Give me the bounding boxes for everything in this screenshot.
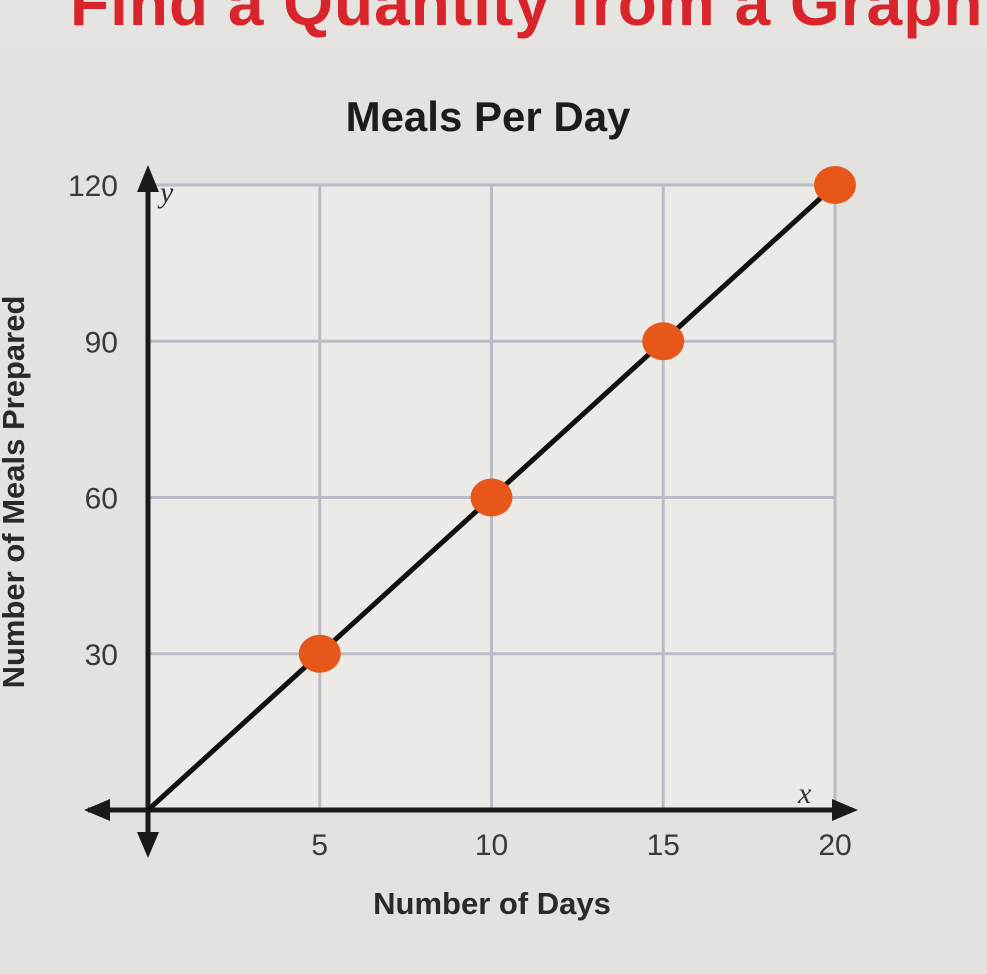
x-tick-label: 5 bbox=[311, 829, 328, 862]
axes bbox=[84, 165, 858, 858]
y-tick-label: 90 bbox=[85, 326, 118, 359]
x-tick-label: 10 bbox=[475, 829, 508, 862]
series bbox=[146, 166, 856, 812]
header-strip: Find a Quantity from a Graph bbox=[0, 0, 987, 42]
x-variable-label: x bbox=[797, 777, 812, 810]
tick-labels: 5 10 15 20 30 60 90 120 bbox=[68, 170, 852, 862]
y-tick-label: 60 bbox=[85, 483, 118, 516]
y-variable-label: y bbox=[157, 176, 174, 209]
y-tick-label: 120 bbox=[68, 170, 118, 203]
x-axis-arrow-left bbox=[84, 799, 110, 821]
data-point bbox=[642, 322, 685, 361]
data-point bbox=[470, 478, 513, 517]
x-tick-label: 15 bbox=[647, 829, 680, 862]
y-tick-label: 30 bbox=[85, 639, 118, 672]
x-tick-label: 20 bbox=[818, 829, 851, 862]
y-axis-arrow-up bbox=[137, 165, 159, 192]
header-title: Find a Quantity from a Graph bbox=[70, 0, 984, 39]
data-point bbox=[814, 166, 856, 204]
y-axis-arrow-down bbox=[137, 832, 159, 858]
x-axis-arrow-right bbox=[832, 799, 858, 821]
y-axis-label: Number of Meals Prepared bbox=[0, 296, 31, 689]
chart-title: Meals Per Day bbox=[346, 93, 631, 140]
x-axis-label: Number of Days bbox=[373, 886, 611, 921]
data-point bbox=[298, 634, 341, 673]
